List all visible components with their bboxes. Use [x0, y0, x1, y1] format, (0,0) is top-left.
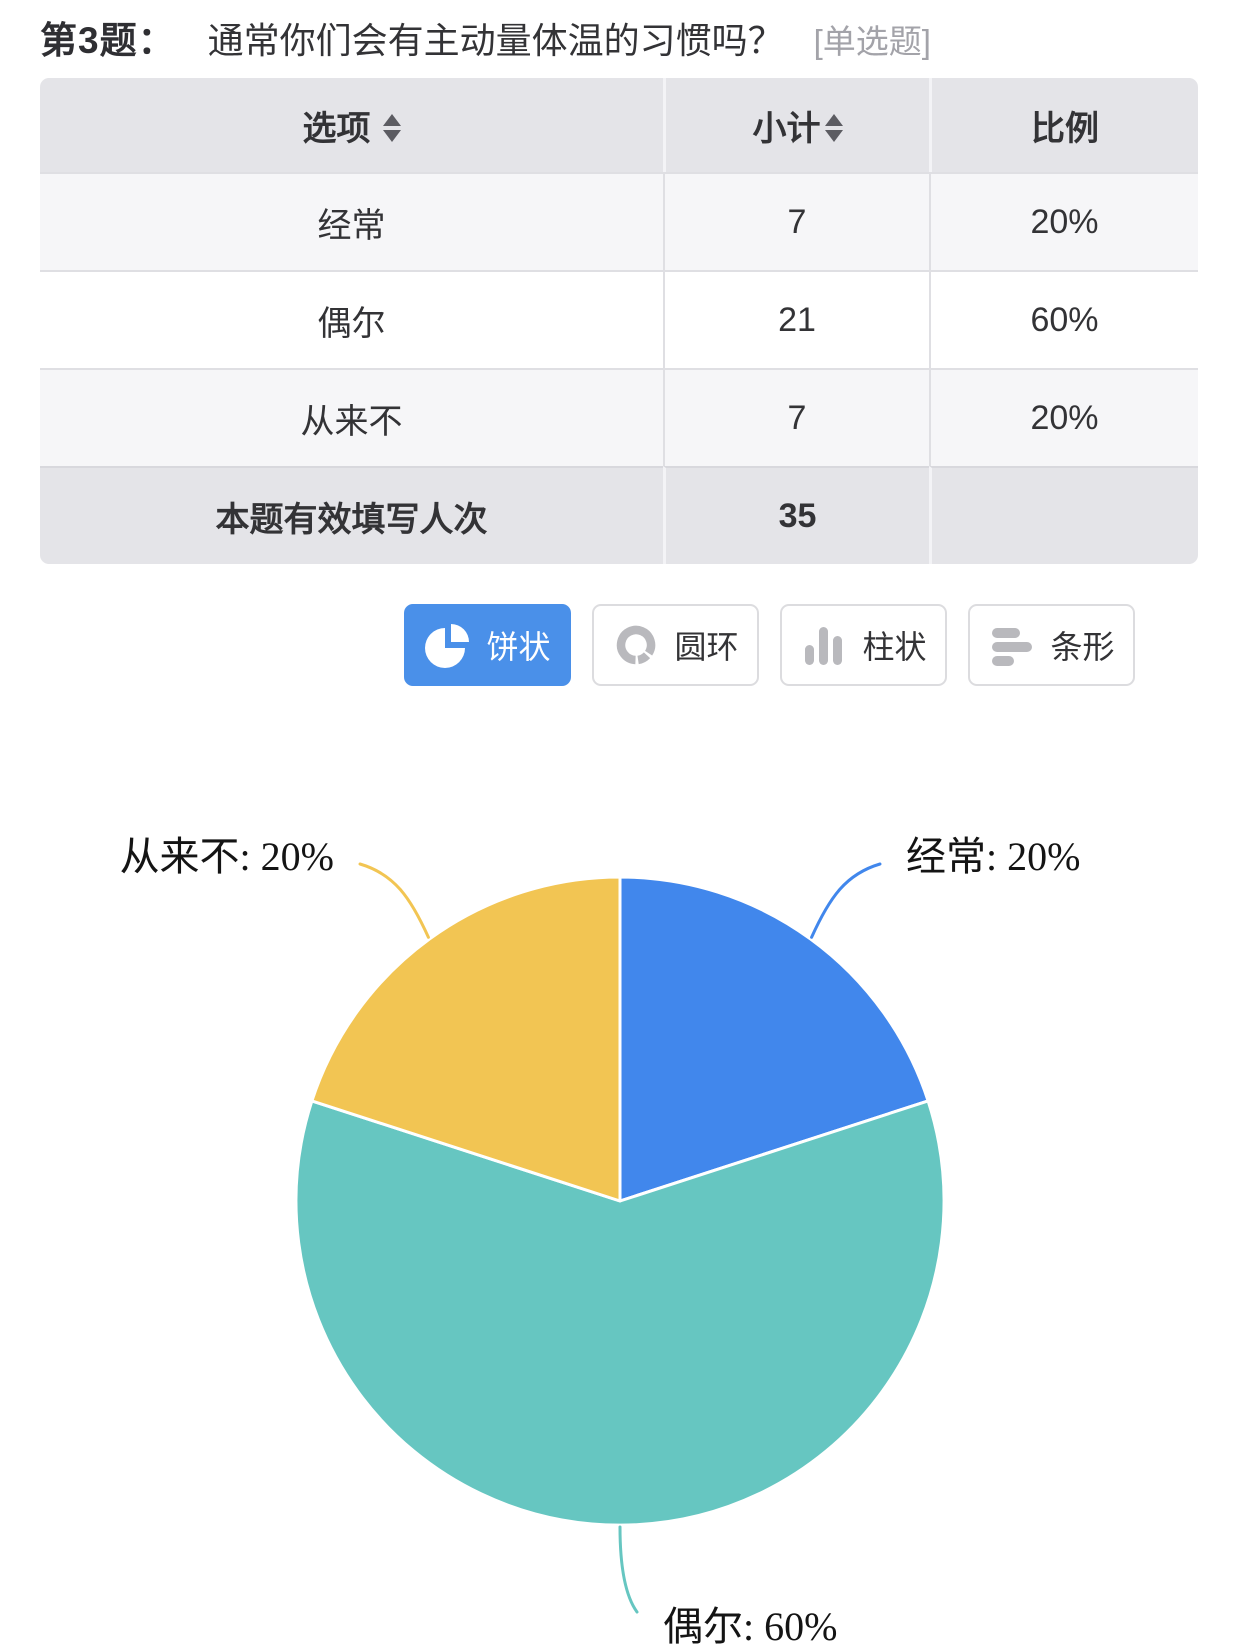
- valid-responses-count: 35: [663, 466, 929, 564]
- results-table: 选项 小计 比例 经常 7 20% 偶尔 21 60% 从来不 7 20%: [40, 78, 1198, 564]
- pie-icon: [425, 624, 470, 668]
- option-cell: 经常: [40, 172, 663, 270]
- table-row: 经常 7 20%: [40, 172, 1198, 270]
- table-footer-row: 本题有效填写人次 35: [40, 466, 1198, 564]
- pie-chart-button-label: 饼状: [486, 629, 551, 665]
- column-icon: [805, 627, 843, 665]
- table-header-row: 选项 小计 比例: [40, 78, 1198, 172]
- valid-responses-label: 本题有效填写人次: [40, 466, 663, 564]
- pie-slice-偶尔[interactable]: [294, 1099, 946, 1527]
- pie-chart-button[interactable]: 饼状: [404, 604, 571, 686]
- sort-icon: [382, 113, 401, 142]
- pie-chart-area: 经常: 20% 从来不: 20% 偶尔: 60%: [0, 760, 1238, 1651]
- question-type-tag: [单选题]: [813, 23, 931, 60]
- bar-chart-button-label: 条形: [1050, 629, 1115, 665]
- ratio-cell: 20%: [929, 368, 1198, 466]
- column-header-ratio-label: 比例: [1031, 109, 1099, 148]
- column-header-count[interactable]: 小计: [663, 78, 929, 172]
- empty-cell: [929, 466, 1198, 564]
- pie-slices: [294, 875, 946, 1527]
- column-header-option[interactable]: 选项: [40, 78, 663, 172]
- column-chart-button[interactable]: 柱状: [780, 604, 947, 686]
- pie-label-left: 从来不: 20%: [120, 834, 334, 879]
- leader-lines: [358, 862, 882, 1614]
- leader-line-经常: [810, 862, 882, 939]
- donut-chart-button[interactable]: 圆环: [592, 604, 759, 686]
- bar-icon: [992, 628, 1033, 666]
- pie-label-bottom: 偶尔: 60%: [663, 1604, 837, 1649]
- question-number: 第3题：: [40, 20, 176, 61]
- pie-slice-经常[interactable]: [618, 875, 930, 1203]
- chart-type-buttons: 饼状 圆环 柱状 条形: [404, 604, 1238, 686]
- leader-line-从来不: [358, 862, 430, 939]
- count-cell: 7: [663, 172, 929, 270]
- count-cell: 21: [663, 270, 929, 368]
- question-text: 通常你们会有主动量体温的习惯吗？: [207, 20, 784, 61]
- pie-chart: 经常: 20% 从来不: 20% 偶尔: 60%: [120, 834, 1081, 1649]
- column-header-option-label: 选项: [302, 109, 371, 148]
- column-chart-button-label: 柱状: [862, 629, 927, 665]
- column-header-count-label: 小计: [752, 109, 821, 148]
- option-cell: 从来不: [40, 368, 663, 466]
- table-row: 从来不 7 20%: [40, 368, 1198, 466]
- table-row: 偶尔 21 60%: [40, 270, 1198, 368]
- option-cell: 偶尔: [40, 270, 663, 368]
- question-title-row: 第3题： 通常你们会有主动量体温的习惯吗？ [单选题]: [0, 0, 1238, 64]
- bar-chart-button[interactable]: 条形: [968, 604, 1135, 686]
- count-cell: 7: [663, 368, 929, 466]
- pie-slice-从来不[interactable]: [310, 875, 622, 1203]
- sort-icon: [824, 113, 843, 142]
- donut-chart-button-label: 圆环: [674, 629, 739, 665]
- pie-label-right: 经常: 20%: [906, 834, 1080, 879]
- leader-line-偶尔: [618, 1525, 639, 1614]
- ratio-cell: 60%: [929, 270, 1198, 368]
- ratio-cell: 20%: [929, 172, 1198, 270]
- column-header-ratio: 比例: [929, 78, 1198, 172]
- donut-icon: [617, 625, 656, 665]
